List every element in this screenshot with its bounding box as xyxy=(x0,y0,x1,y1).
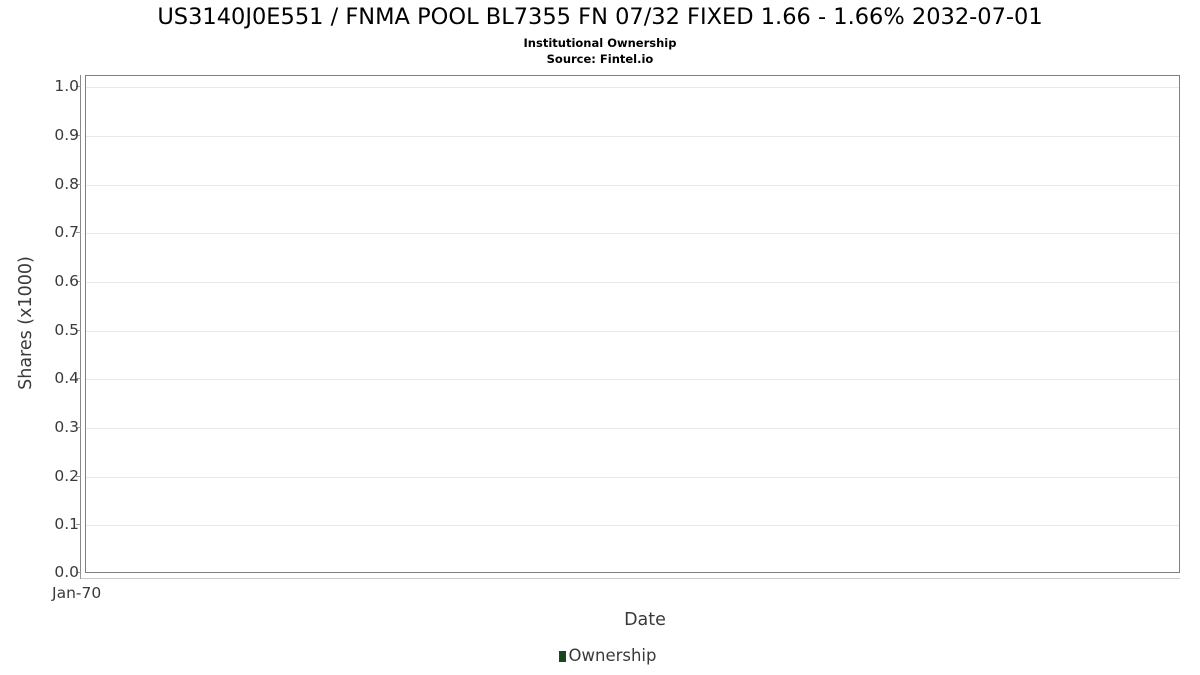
y-tick-label: 0.3 xyxy=(54,418,79,436)
gridline xyxy=(86,87,1179,88)
y-tick-label: 0.6 xyxy=(54,272,79,290)
y-tick-mark xyxy=(76,572,81,573)
chart-legend: Ownership xyxy=(0,646,1200,665)
x-tick-mark xyxy=(80,574,81,579)
y-tick-label: 0.8 xyxy=(54,175,79,193)
gridline xyxy=(86,428,1179,429)
x-axis-underline xyxy=(80,578,1180,579)
chart-source-label: Source: Fintel.io xyxy=(546,52,654,66)
y-tick-label: 0.0 xyxy=(54,563,79,581)
gridline xyxy=(86,136,1179,137)
y-tick-mark xyxy=(76,330,81,331)
y-tick-mark xyxy=(76,524,81,525)
y-tick-mark xyxy=(76,232,81,233)
y-tick-mark xyxy=(76,378,81,379)
y-tick-label: 0.1 xyxy=(54,515,79,533)
y-tick-mark xyxy=(76,184,81,185)
legend-item-label: Ownership xyxy=(568,646,657,665)
y-tick-mark xyxy=(76,476,81,477)
y-tick-mark xyxy=(76,135,81,136)
x-axis-title: Date xyxy=(624,610,666,630)
gridline xyxy=(86,233,1179,234)
y-tick-mark xyxy=(76,86,81,87)
gridline xyxy=(86,477,1179,478)
page-title: US3140J0E551 / FNMA POOL BL7355 FN 07/32… xyxy=(157,4,1043,30)
chart-subtitle: Institutional Ownership xyxy=(523,36,677,50)
y-tick-mark xyxy=(76,281,81,282)
gridline xyxy=(86,185,1179,186)
gridline xyxy=(86,282,1179,283)
gridline xyxy=(86,379,1179,380)
y-tick-label: 0.2 xyxy=(54,467,79,485)
legend-item-ownership[interactable]: Ownership xyxy=(558,646,657,665)
y-tick-label: 0.9 xyxy=(54,126,79,144)
gridline xyxy=(86,525,1179,526)
y-axis-title: Shares (x1000) xyxy=(16,256,36,390)
y-tick-label: 0.5 xyxy=(54,321,79,339)
gridline xyxy=(86,331,1179,332)
y-tick-label: 1.0 xyxy=(54,77,79,95)
plot-area xyxy=(85,75,1180,573)
y-tick-label: 0.4 xyxy=(54,369,79,387)
legend-swatch-icon xyxy=(558,650,566,662)
y-tick-mark xyxy=(76,427,81,428)
y-tick-label: 0.7 xyxy=(54,223,79,241)
x-tick-label: Jan-70 xyxy=(52,584,102,602)
y-axis-spine xyxy=(80,75,81,574)
